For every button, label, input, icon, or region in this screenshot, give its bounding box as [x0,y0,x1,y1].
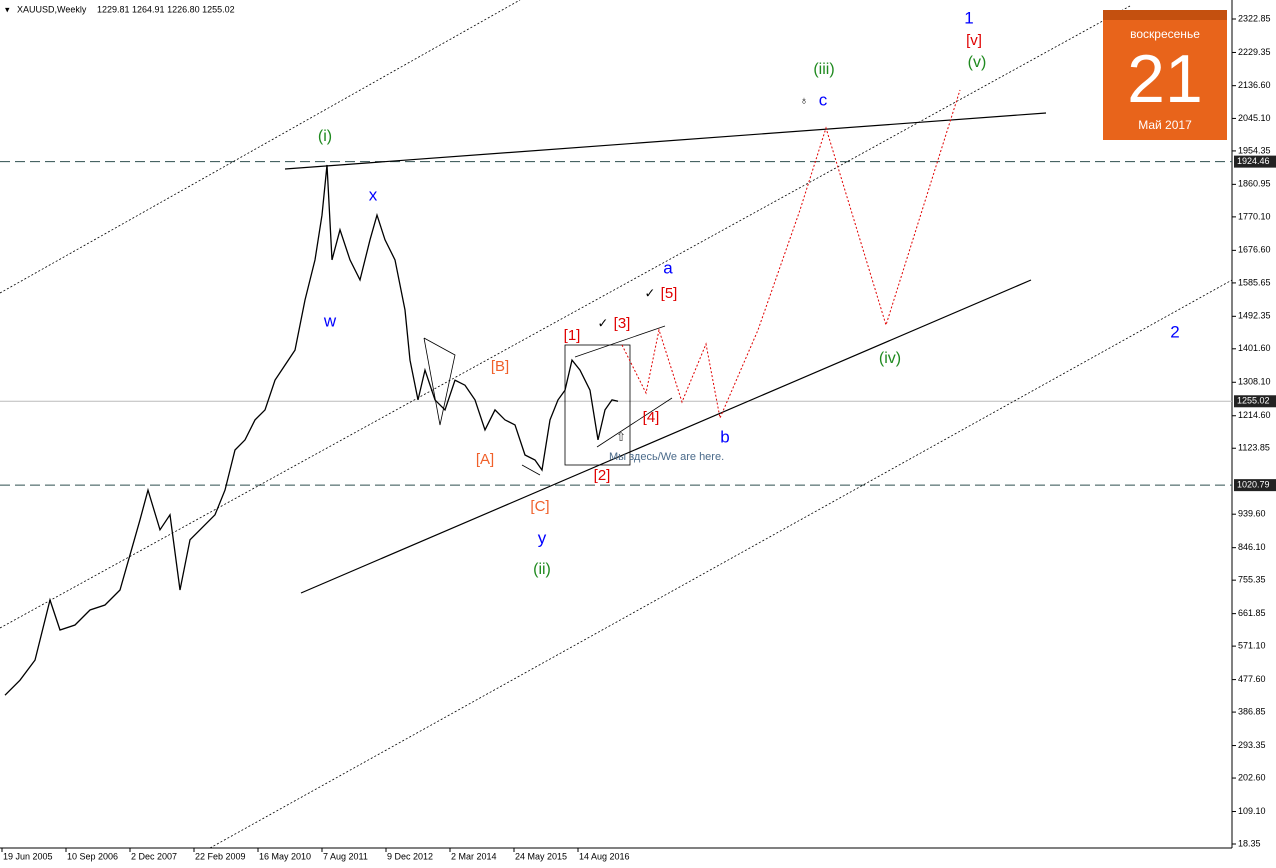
wave-label: [v] [966,32,982,49]
y-tick-label: 1676.60 [1238,245,1271,255]
symbol: ▾ [5,4,10,14]
wave-label: 1 [964,8,973,27]
y-tick-label: 109.10 [1238,806,1266,816]
wave-label: [2] [594,467,611,484]
trend-line [284,112,1047,170]
wave-label: (i) [318,128,332,145]
y-tick-label: 2322.85 [1238,13,1271,23]
y-tick-label: 202.60 [1238,772,1266,782]
trend-line [574,325,666,358]
wave-label: [A] [476,451,494,468]
x-tick-label: 16 May 2010 [259,851,311,861]
y-tick-label: 293.35 [1238,740,1266,750]
price-box [1234,479,1276,492]
wave-label: (v) [968,54,987,71]
y-tick-label: 1123.85 [1238,443,1270,453]
price-line [4,164,619,696]
y-tick-label: 846.10 [1238,542,1266,552]
y-tick-label: 1214.60 [1238,410,1271,420]
wave-label: [5] [661,285,678,302]
y-tick-label: 1308.10 [1238,377,1271,387]
y-tick-label: 1954.35 [1238,145,1271,155]
trend-line [596,397,673,448]
wave-label: x [369,185,378,204]
y-tick-label: 755.35 [1238,575,1266,585]
x-tick-label: 10 Sep 2006 [67,851,118,861]
wave-label: [3] [614,315,631,332]
channel-line [0,0,521,294]
x-tick-label: 14 Aug 2016 [579,851,630,861]
wave-label: [B] [491,358,509,375]
x-tick-label: 7 Aug 2011 [323,851,368,861]
wave-label: [4] [643,409,660,426]
price-label: 1255.02 [1237,396,1270,406]
y-tick-label: 661.85 [1238,608,1266,618]
channel-line [0,5,1131,629]
cursor-icon: ♁ [800,95,808,107]
arrow: ⇧ [616,430,626,444]
x-tick-label: 9 Dec 2012 [387,851,433,861]
wave-label: a [663,258,673,277]
y-tick-label: 386.85 [1238,706,1266,716]
y-tick-label: 2229.35 [1238,47,1271,57]
price-box [1234,155,1276,168]
trend-line [300,279,1032,594]
wave-label: (ii) [533,561,551,578]
calendar-month: Май 2017 [1138,118,1192,132]
quote: 1229.81 1264.91 1226.80 1255.02 [97,4,235,14]
wave-label: w [323,311,337,330]
y-tick-label: 2136.60 [1238,80,1271,90]
y-tick-label: 477.60 [1238,674,1266,684]
channel-line [209,279,1233,849]
y-tick-label: 2045.10 [1238,113,1271,123]
x-tick-label: 2 Mar 2014 [451,851,497,861]
focus-box [564,344,631,466]
wave-label: y [538,528,547,547]
y-tick-label: 1585.65 [1238,277,1271,287]
x-tick-label: 24 May 2015 [515,851,567,861]
calendar-day: 21 [1127,41,1203,117]
calendar-weekday: воскресенье [1130,27,1200,41]
checkmark: ✓ [645,285,656,300]
price-box [1234,395,1276,408]
y-tick-label: 1860.95 [1238,179,1271,189]
price-label: 1924.46 [1237,156,1270,166]
y-tick-label: 939.60 [1238,509,1266,519]
checkmark: ✓ [598,315,609,330]
x-tick-label: 19 Jun 2005 [3,851,53,861]
wave-label: [C] [530,498,549,515]
y-tick-label: 1401.60 [1238,343,1271,353]
y-tick-label: 1770.10 [1238,211,1271,221]
y-tick-label: 1492.35 [1238,311,1271,321]
x-tick-label: 22 Feb 2009 [195,851,246,861]
note: Мы здесь/We are here. [609,451,724,463]
triangle [423,337,456,426]
projection [621,89,961,420]
wave-label: (iii) [813,61,834,78]
y-tick-label: 18.35 [1238,838,1261,848]
price-label: 1020.79 [1237,480,1270,490]
symbol: XAUUSD,Weekly [17,4,87,14]
wave-label: b [720,427,729,446]
wave-label: c [819,90,828,109]
wave-label: (iv) [879,350,901,367]
calendar [1103,10,1227,140]
y-tick-label: 571.10 [1238,640,1266,650]
calendar-top [1103,10,1227,20]
x-tick-label: 2 Dec 2007 [131,851,177,861]
wave-label: 2 [1170,322,1179,341]
trend-line [521,464,541,476]
wave-label: [1] [564,327,581,344]
